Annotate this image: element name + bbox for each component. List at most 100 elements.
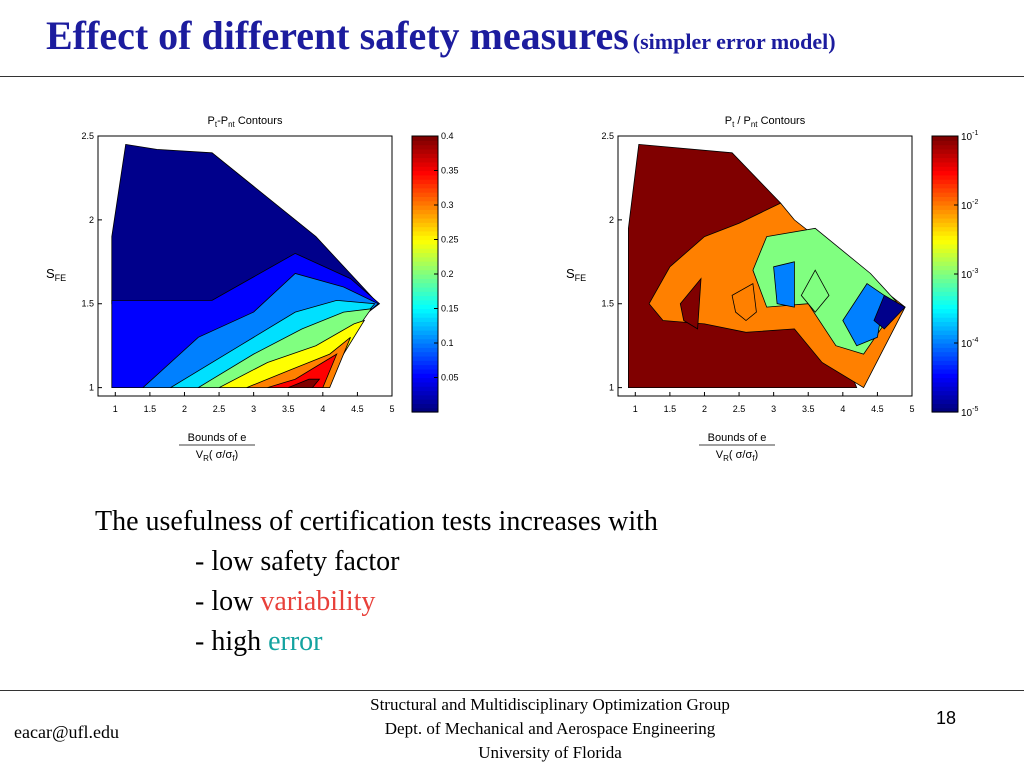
colorbar-step	[932, 209, 958, 215]
colorbar-tick-label: 0.4	[441, 131, 454, 141]
title-divider	[0, 76, 1024, 77]
colorbar-step	[412, 252, 438, 258]
colorbar-step	[412, 174, 438, 180]
colorbar-step	[412, 364, 438, 370]
contour-island	[773, 261, 795, 308]
colorbar-step	[412, 317, 438, 323]
x-tick-label: 1	[113, 404, 118, 414]
colorbar-step	[932, 153, 958, 159]
colorbar-step	[932, 381, 958, 387]
colorbar-step	[412, 179, 438, 185]
footer-organization: Structural and Multidisciplinary Optimiz…	[290, 693, 810, 765]
contour-island	[679, 277, 702, 330]
x-tick-label: 4	[320, 404, 325, 414]
colorbar-step	[412, 148, 438, 154]
colorbar-step	[932, 174, 958, 180]
colorbar-tick-label: 0.3	[441, 200, 454, 210]
y-axis-label: SFE	[566, 266, 586, 283]
colorbar-step	[412, 222, 438, 228]
colorbar-tick-label: 10-1	[961, 130, 978, 143]
colorbar-step	[412, 347, 438, 353]
y-tick-label: 2	[89, 215, 94, 225]
contour-region	[873, 294, 906, 330]
colorbar-step	[412, 209, 438, 215]
footer-org-line: Dept. of Mechanical and Aerospace Engine…	[384, 719, 716, 738]
colorbar-step	[932, 192, 958, 197]
x-tick-label: 4.5	[871, 404, 884, 414]
colorbar-step	[932, 239, 958, 245]
colorbar-step	[412, 304, 438, 310]
colorbar-step	[932, 386, 958, 392]
contour-chart-ratio: 1 1.5 2 2.5 3 3.5 4 4.5 5 1 1.5 2 2.5 Pt / Pnt Contou…	[566, 115, 978, 463]
bullet-dash: -	[195, 626, 205, 657]
axes-frame	[97, 135, 393, 397]
slide-title-main: Effect of different safety measures	[46, 13, 629, 58]
footer-org-line: University of Florida	[478, 743, 622, 762]
colorbar-step	[412, 407, 438, 413]
colorbar-step	[412, 377, 438, 383]
x-tick-label: 2	[182, 404, 187, 414]
colorbar-step	[932, 304, 958, 310]
colorbar-step	[412, 144, 438, 150]
bullet-text: low safety factor	[211, 546, 400, 577]
colorbar-tick-label: 0.25	[441, 235, 459, 245]
colorbar-step	[412, 243, 438, 249]
slide-title: Effect of different safety measures (sim…	[46, 12, 836, 59]
bullet-low-safety-factor: - low safety factor	[95, 542, 658, 582]
x-tick-label: 1.5	[664, 404, 677, 414]
colorbar-step	[932, 334, 958, 340]
colorbar-step	[412, 299, 438, 305]
contour-island	[731, 282, 757, 322]
colorbar-tick-label: 10-3	[961, 268, 978, 281]
slide-subtitle: (simpler error model)	[632, 29, 836, 54]
x-axis-label: Bounds of e	[188, 432, 247, 444]
colorbar-tick-label: 10-5	[961, 406, 978, 419]
x-tick-label: 3	[771, 404, 776, 414]
y-tick-label: 2	[609, 215, 614, 225]
colorbar-tick-label: 10-2	[961, 199, 978, 212]
axes-frame	[617, 135, 913, 397]
colorbar-step	[932, 330, 958, 335]
colorbar-tick-label: 0.2	[441, 269, 454, 279]
bullet-highlight-error: error	[268, 626, 323, 657]
colorbar-step	[412, 373, 438, 379]
colorbar-step	[412, 386, 438, 392]
slide-body: The usefulness of certification tests in…	[95, 502, 658, 662]
colorbar-step	[932, 325, 958, 331]
colorbar-step	[932, 140, 958, 146]
colorbar-step	[932, 274, 958, 279]
footer-divider	[0, 690, 1024, 691]
colorbar-step	[412, 286, 438, 292]
colorbar-step	[412, 261, 438, 266]
colorbar-step	[932, 355, 958, 361]
colorbar-step	[932, 161, 958, 167]
x-tick-label: 2	[702, 404, 707, 414]
colorbar-step	[932, 235, 958, 241]
bullet-highlight-variability: variability	[260, 586, 376, 617]
page-number: 18	[936, 708, 957, 728]
colorbar-step	[412, 140, 438, 146]
colorbar-step	[932, 217, 958, 223]
colorbar-step	[932, 136, 958, 141]
colorbar-step	[412, 269, 438, 275]
colorbar-step	[412, 308, 438, 314]
colorbar-step	[932, 377, 958, 383]
colorbar-step	[412, 196, 438, 202]
colorbar-step	[412, 295, 438, 301]
colorbar-step	[412, 394, 438, 400]
colorbar-step	[932, 230, 958, 236]
colorbar-step	[932, 347, 958, 353]
bullet-dash: -	[195, 546, 205, 577]
colorbar-step	[932, 407, 958, 413]
colorbar-step	[932, 144, 958, 150]
colorbar-step	[412, 205, 438, 210]
colorbar-step	[412, 334, 438, 340]
colorbar-tick-label: 0.1	[441, 338, 454, 348]
colorbar-step	[932, 170, 958, 176]
colorbar-step	[932, 343, 958, 348]
x-tick-label: 4.5	[351, 404, 364, 414]
colorbar-step	[932, 187, 958, 193]
colorbar-step	[412, 321, 438, 327]
chart-title: Pt / Pnt Contours	[725, 115, 806, 129]
bullet-low-variability: - low variability	[95, 582, 658, 622]
